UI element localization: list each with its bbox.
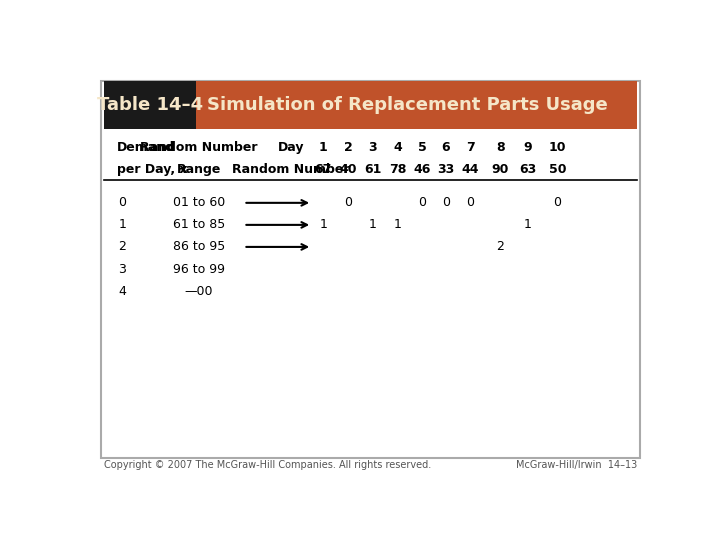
Text: —00: —00 [184,285,213,298]
Text: 0: 0 [118,197,127,210]
Text: 50: 50 [549,163,567,176]
Text: 10: 10 [549,141,567,154]
Text: 0: 0 [442,197,450,210]
Text: 1: 1 [118,218,126,231]
Text: 0: 0 [418,197,426,210]
Text: 40: 40 [340,163,357,176]
Text: 44: 44 [462,163,480,176]
Text: 1: 1 [369,218,377,231]
Text: Day: Day [278,141,304,154]
Text: 90: 90 [492,163,509,176]
Text: Demand: Demand [117,141,175,154]
Text: Random Number: Random Number [140,141,258,154]
Text: 1: 1 [394,218,401,231]
Text: 4: 4 [118,285,126,298]
Text: McGraw-Hill/Irwin  14–13: McGraw-Hill/Irwin 14–13 [516,460,637,470]
Text: 0: 0 [467,197,474,210]
Text: 86 to 95: 86 to 95 [173,240,225,253]
Text: Table 14–4: Table 14–4 [97,96,203,114]
Text: 0: 0 [344,197,352,210]
Text: 33: 33 [437,163,454,176]
Text: 46: 46 [413,163,431,176]
Text: 4: 4 [393,141,402,154]
Text: Simulation of Replacement Parts Usage: Simulation of Replacement Parts Usage [207,96,608,114]
Text: 5: 5 [418,141,426,154]
Text: 3: 3 [369,141,377,154]
Text: 63: 63 [519,163,536,176]
Text: 1: 1 [319,141,328,154]
Text: 96 to 99: 96 to 99 [173,263,225,276]
Text: 3: 3 [118,263,126,276]
Text: Copyright © 2007 The McGraw-Hill Companies. All rights reserved.: Copyright © 2007 The McGraw-Hill Compani… [104,460,431,470]
Text: 9: 9 [523,141,532,154]
Bar [196,82,636,129]
Text: per Day, x: per Day, x [117,163,187,176]
Text: 78: 78 [389,163,406,176]
Text: 2: 2 [118,240,126,253]
Text: Random Number: Random Number [232,163,350,176]
Text: 61: 61 [364,163,382,176]
Text: 6: 6 [441,141,450,154]
Text: 61 to 85: 61 to 85 [173,218,225,231]
Text: 8: 8 [496,141,505,154]
Text: Range: Range [176,163,221,176]
Text: 1: 1 [524,218,532,231]
Text: 67: 67 [315,163,332,176]
Text: 1: 1 [319,218,327,231]
Text: 01 to 60: 01 to 60 [173,197,225,210]
Text: 0: 0 [554,197,562,210]
Text: 2: 2 [344,141,353,154]
Text: 2: 2 [496,240,504,253]
Text: 7: 7 [466,141,475,154]
Bar [104,82,196,129]
